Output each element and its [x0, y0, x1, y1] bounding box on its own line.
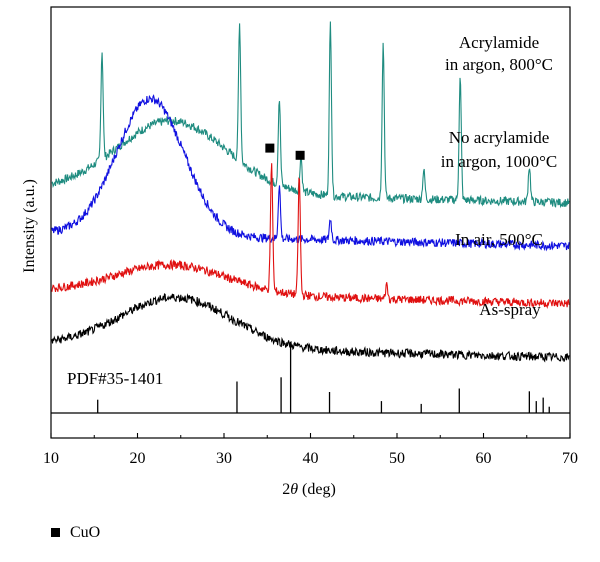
x-tick-label-6: 70: [562, 450, 578, 467]
x-tick-label-0: 10: [43, 450, 59, 467]
series-label-1-line-0: No acrylamide: [449, 128, 550, 147]
cuo-marker-0: [265, 143, 275, 153]
series-labels: Acrylamide in argon, 800°C No acrylamide in…: [441, 33, 558, 319]
series-label-3-line-0: As-spray: [479, 300, 541, 319]
reference-pattern: PDF#35-1401: [67, 343, 550, 413]
x-tick-label-2: 30: [216, 450, 232, 467]
series-label-2-line-0: In air, 500°C: [455, 230, 543, 249]
x-tick-label-4: 50: [389, 450, 405, 467]
cuo-marker-1: [295, 150, 305, 160]
series-line-0: [51, 21, 570, 209]
reference-label: PDF#35-1401: [67, 369, 163, 388]
series-line-1: [51, 94, 570, 252]
x-axis: 10 20 30 40 50 60 70: [43, 433, 578, 467]
legend-label: CuO: [70, 524, 100, 541]
x-tick-label-5: 60: [476, 450, 492, 467]
x-axis-label: 2θ (deg): [282, 481, 336, 498]
cuo-markers: [265, 143, 305, 160]
x-tick-label-3: 40: [303, 450, 319, 467]
series-group: [51, 21, 570, 363]
series-label-0-line-0: Acrylamide: [459, 33, 539, 52]
series-line-3: [51, 293, 570, 363]
x-tick-label-1: 20: [130, 450, 146, 467]
series-label-1-line-1: in argon, 1000°C: [441, 152, 558, 171]
y-axis-label: Intensity (a.u.): [21, 179, 38, 273]
series-line-2: [51, 163, 570, 310]
series-label-0-line-1: in argon, 800°C: [445, 55, 553, 74]
legend-square-icon: [51, 528, 60, 537]
legend: CuO: [51, 524, 100, 541]
